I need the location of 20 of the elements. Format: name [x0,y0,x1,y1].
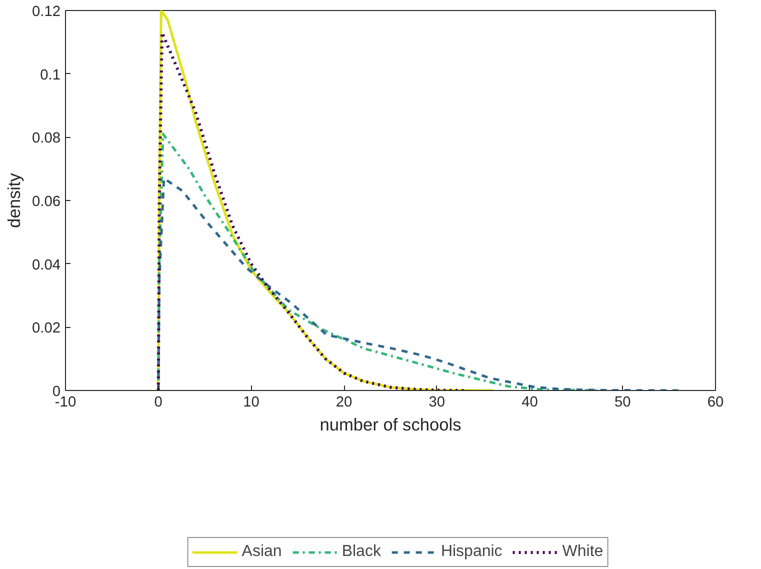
x-tick-label: 50 [614,394,631,410]
line-series [157,132,613,390]
legend-label: Black [342,542,381,561]
legend-label: Hispanic [440,542,502,561]
y-tick-label: 0.04 [32,257,61,274]
x-axis-title: number of schools [320,414,462,434]
y-tick-label: 0.1 [40,67,60,84]
legend-label: Asian [242,542,282,561]
x-tick-label: 10 [243,394,260,410]
y-axis-title: density [4,172,24,228]
y-tick-label: 0.12 [32,4,61,20]
y-tick-label: 0.06 [32,194,61,210]
y-tick-label: 0.08 [32,130,61,147]
x-tick-label: 60 [707,394,724,410]
x-tick-label: 20 [336,394,352,410]
x-tick-label: 0 [154,394,162,410]
x-tick-label: 40 [522,394,538,410]
y-tick-label: 0.02 [32,320,61,337]
legend-label: White [562,542,604,561]
x-tick-label: 30 [428,394,446,410]
